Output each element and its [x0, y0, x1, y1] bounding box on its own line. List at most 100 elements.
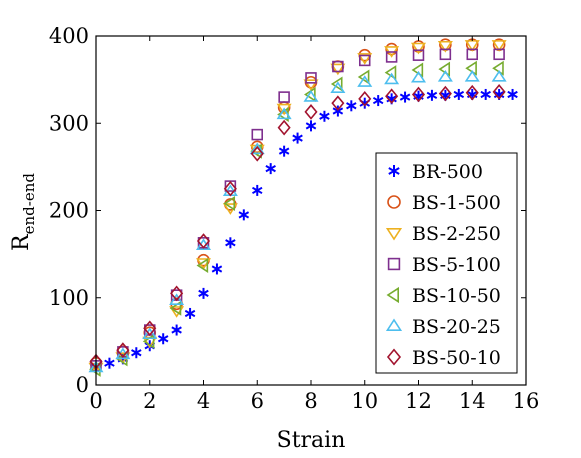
data-point-bs-10-50: [492, 60, 504, 76]
legend-marker-bs-5-100: [387, 257, 401, 271]
legend-label: BR-500: [412, 161, 483, 183]
legend-marker-br-500: [388, 165, 400, 177]
x-tick-label: 2: [143, 389, 156, 413]
data-point-br-500: [278, 145, 290, 157]
legend-item-bs-2-250: BS-2-250: [385, 223, 501, 245]
x-tick-label: 16: [513, 389, 540, 413]
data-point-bs-50-10: [385, 88, 399, 105]
x-tick-label: 0: [89, 389, 102, 413]
data-point-br-500: [131, 347, 142, 359]
data-point-bs-20-25: [437, 70, 453, 82]
data-point-bs-50-10: [331, 95, 345, 112]
data-point-br-500: [198, 287, 209, 299]
data-point-br-500: [251, 184, 263, 196]
data-point-bs-2-250: [491, 40, 507, 52]
data-point-bs-2-250: [410, 42, 427, 55]
legend-label: BS-10-50: [412, 285, 501, 307]
data-point-br-500: [157, 333, 169, 345]
legend-label: BS-5-100: [412, 254, 501, 276]
data-point-bs-10-50: [196, 257, 209, 273]
data-point-bs-5-100: [358, 54, 371, 67]
data-point-br-500: [238, 209, 250, 221]
data-point-br-500: [507, 88, 518, 100]
data-point-bs-20-25: [142, 327, 158, 340]
data-point-bs-2-250: [357, 53, 373, 65]
data-point-bs-20-25: [410, 70, 427, 83]
y-axis-label: Rend-end: [9, 173, 38, 251]
y-tick-label: 0: [76, 373, 89, 397]
y-tick-label: 400: [49, 24, 89, 48]
data-point-bs-50-10: [465, 84, 479, 101]
data-point-bs-2-250: [437, 40, 453, 53]
x-tick-label: 14: [459, 389, 486, 413]
legend-item-br-500: BR-500: [388, 161, 483, 183]
legend-item-bs-5-100: BS-5-100: [387, 254, 501, 276]
data-point-br-500: [265, 163, 276, 175]
data-point-br-500: [359, 97, 371, 109]
data-point-bs-5-100: [412, 49, 425, 61]
legend-label: BS-1-500: [412, 192, 501, 214]
y-tick-label: 300: [49, 111, 89, 135]
y-tick-label: 100: [49, 286, 89, 310]
data-point-bs-10-50: [465, 60, 477, 76]
legend-item-bs-10-50: BS-10-50: [386, 285, 501, 307]
x-tick-label: 6: [251, 389, 264, 413]
data-point-bs-2-250: [303, 79, 319, 91]
data-markers: [88, 38, 518, 377]
data-point-bs-5-100: [466, 48, 478, 61]
data-point-bs-50-10: [250, 145, 264, 162]
data-point-bs-20-25: [169, 293, 185, 306]
data-point-bs-50-10: [438, 85, 452, 102]
legend-label: BS-2-250: [412, 223, 501, 245]
data-point-bs-2-250: [169, 306, 185, 318]
data-point-br-500: [332, 105, 344, 117]
data-point-bs-20-25: [249, 142, 265, 155]
y-tick-label: 200: [49, 199, 89, 223]
y-axis-label-main: R: [9, 233, 34, 251]
data-point-br-500: [225, 237, 236, 249]
data-point-br-500: [292, 132, 303, 144]
data-point-bs-5-100: [332, 60, 344, 73]
data-point-bs-20-25: [303, 90, 319, 102]
data-point-bs-20-25: [491, 70, 507, 82]
data-point-br-500: [372, 95, 384, 107]
data-point-bs-50-10: [411, 86, 426, 103]
data-point-br-500: [426, 89, 438, 101]
data-point-bs-20-25: [330, 81, 346, 93]
data-point-br-500: [319, 110, 330, 122]
data-point-bs-50-10: [143, 320, 157, 337]
legend-marker-bs-2-250: [385, 228, 403, 241]
legend-item-bs-20-25: BS-20-25: [385, 316, 501, 338]
data-point-bs-50-10: [196, 233, 211, 249]
x-tick-label: 10: [351, 389, 378, 413]
data-point-bs-5-100: [439, 48, 452, 61]
axis-ticks: 0 2 4 6 8 10 12 14 16 0 100 200 300 400: [49, 24, 539, 413]
legend-marker-bs-50-10: [386, 348, 402, 366]
data-point-br-500: [211, 263, 223, 275]
legend-item-bs-50-10: BS-50-10: [386, 347, 501, 369]
data-point-bs-50-10: [358, 90, 372, 107]
legend-marker-bs-10-50: [386, 286, 400, 304]
data-point-bs-10-50: [223, 195, 236, 212]
data-point-bs-5-100: [493, 48, 505, 61]
legend-item-bs-1-500: BS-1-500: [387, 192, 501, 214]
data-point-bs-50-10: [223, 180, 237, 197]
data-point-bs-50-10: [304, 104, 318, 120]
data-point-br-500: [171, 324, 182, 336]
legend-marker-bs-20-25: [385, 318, 403, 332]
data-point-br-500: [399, 91, 411, 103]
data-point-bs-5-100: [305, 72, 317, 84]
data-point-bs-5-100: [385, 51, 398, 63]
legend-label: BS-50-10: [412, 347, 501, 369]
data-point-bs-10-50: [357, 69, 370, 85]
data-point-br-500: [104, 357, 115, 369]
data-point-bs-50-10: [492, 83, 506, 100]
x-axis-label: Strain: [277, 428, 346, 453]
data-point-bs-20-25: [384, 72, 400, 85]
data-point-bs-10-50: [169, 300, 182, 316]
data-point-bs-10-50: [330, 76, 343, 92]
data-point-bs-50-10: [116, 342, 130, 358]
data-point-bs-2-250: [330, 63, 346, 76]
data-point-bs-5-100: [251, 128, 264, 141]
